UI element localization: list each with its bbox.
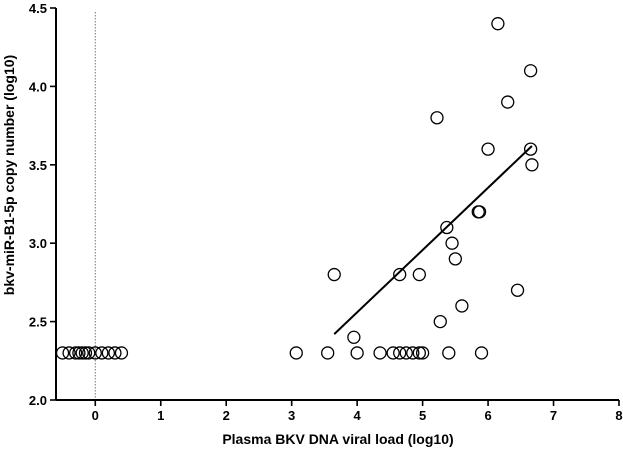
x-tick-label: 6 [484, 408, 491, 423]
data-point [481, 142, 495, 156]
data-point [455, 299, 469, 313]
data-point [472, 205, 487, 219]
data-point [321, 346, 335, 360]
data-point [393, 267, 407, 282]
y-axis-title: bkv-miR-B1-5p copy number (log10) [1, 55, 17, 295]
x-axis-title: Plasma BKV DNA viral load (log10) [222, 431, 453, 447]
data-point [386, 346, 400, 360]
data-point [412, 267, 426, 282]
data-point [406, 346, 420, 360]
data-point [445, 236, 459, 250]
y-tick-label: 4.5 [29, 1, 47, 16]
data-point [68, 346, 83, 360]
data-point [327, 267, 341, 282]
data-point [75, 346, 89, 360]
data-point [95, 346, 109, 360]
data-point [101, 346, 116, 360]
data-point [72, 346, 86, 360]
data-point [62, 346, 76, 360]
data-point [55, 346, 70, 360]
data-point [347, 330, 361, 344]
data-point [442, 346, 456, 360]
data-point [399, 346, 413, 360]
y-tick-label: 2.0 [29, 393, 47, 408]
y-tick-label: 3.0 [29, 236, 47, 251]
data-point [114, 346, 129, 360]
data-point [433, 314, 447, 329]
data-point [525, 158, 539, 172]
ticks-group: 0 1 2 3 4 5 6 7 8 2.0 2.5 3.0 3.5 4.0 4.5 [29, 1, 623, 423]
data-point [393, 346, 407, 360]
data-point [373, 346, 387, 360]
axes-group [55, 8, 619, 401]
data-point [523, 64, 538, 78]
data-point [350, 346, 364, 360]
data-point [108, 346, 122, 360]
points-group [55, 17, 539, 360]
data-point [415, 346, 430, 360]
fit-line [333, 145, 533, 335]
data-point [412, 346, 426, 360]
x-tick-label: 5 [419, 408, 426, 423]
x-tick-label: 3 [288, 408, 295, 423]
data-point [448, 252, 462, 266]
data-point [430, 111, 444, 125]
y-tick-label: 2.5 [29, 315, 47, 330]
x-tick-label: 8 [615, 408, 622, 423]
x-tick-label: 2 [223, 408, 230, 423]
data-point [78, 346, 93, 360]
y-tick-label: 4.0 [29, 79, 47, 94]
x-tick-label: 4 [354, 408, 362, 423]
data-point [82, 346, 96, 360]
data-point [474, 346, 489, 360]
x-tick-label: 1 [157, 408, 164, 423]
x-tick-label: 7 [550, 408, 557, 423]
y-tick-label: 3.5 [29, 158, 47, 173]
data-point [523, 142, 538, 156]
data-point [510, 283, 525, 297]
data-point [289, 346, 303, 360]
x-tick-label: 0 [92, 408, 99, 423]
data-point [501, 95, 515, 109]
data-point [440, 220, 454, 235]
data-point [491, 17, 505, 31]
fit-line-group [333, 145, 533, 335]
data-point [88, 346, 102, 360]
